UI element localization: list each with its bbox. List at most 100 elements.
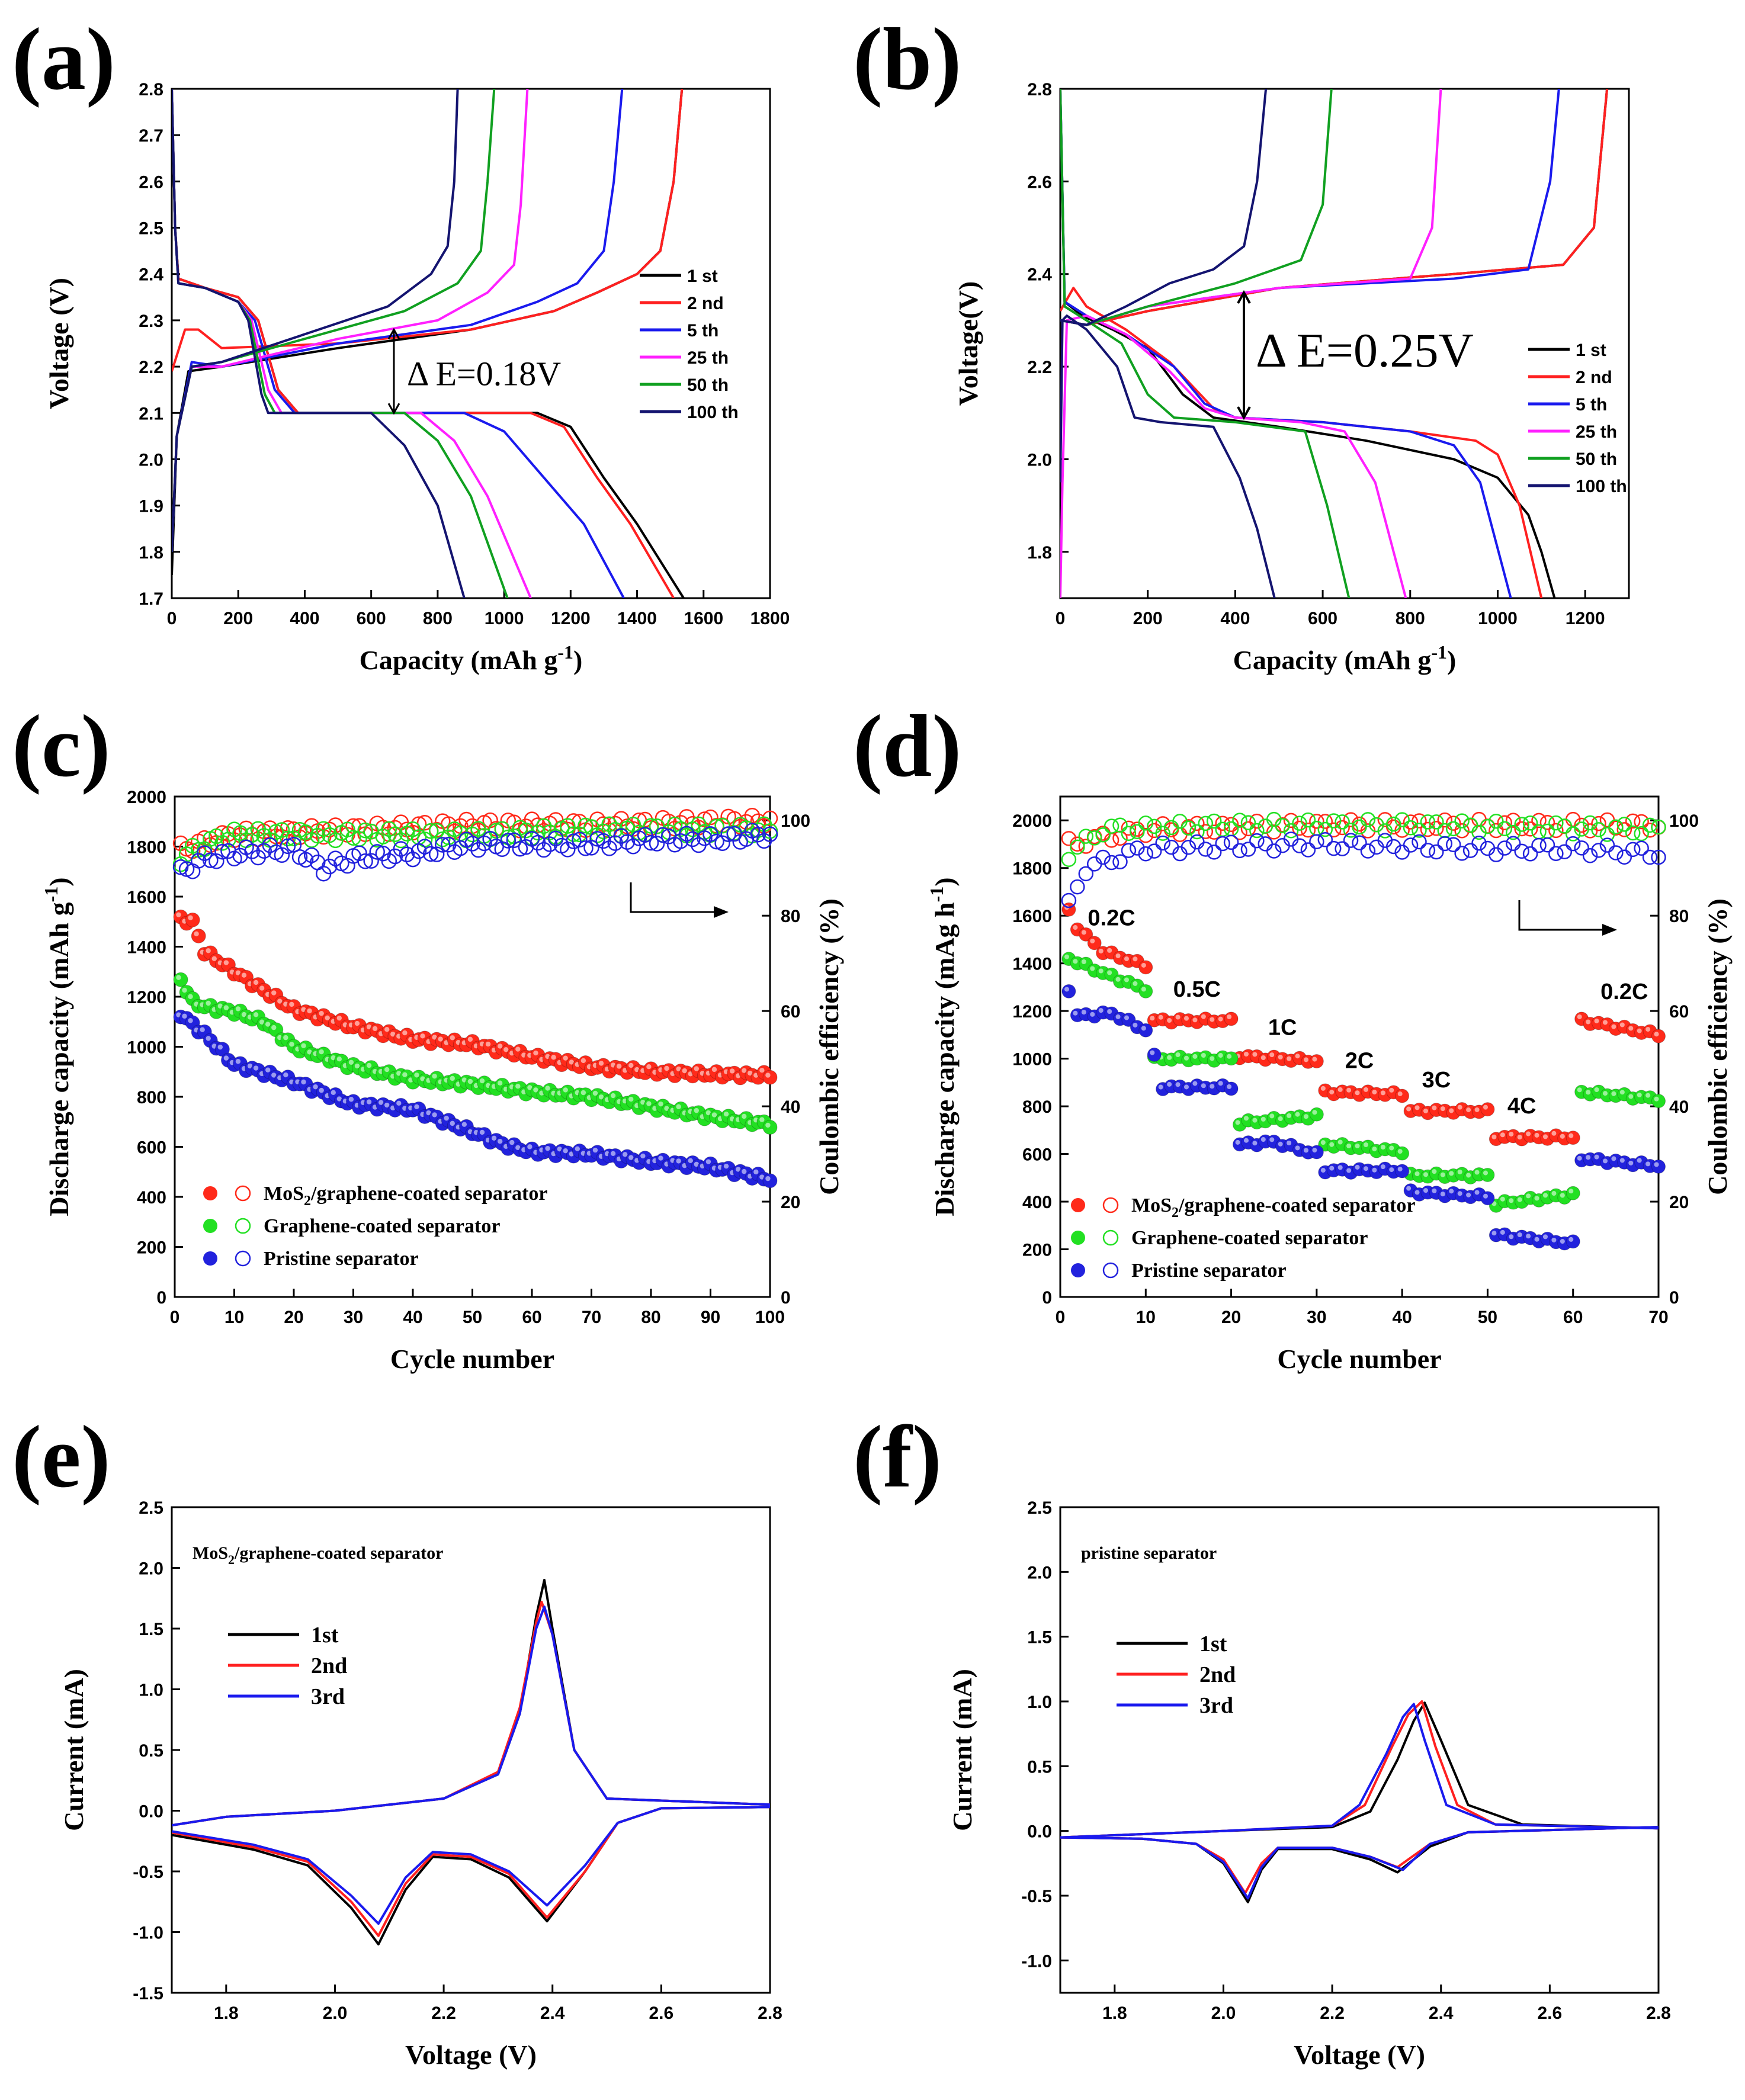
efficiency-point xyxy=(1198,824,1214,839)
capacity-point xyxy=(1138,984,1153,998)
efficiency-point xyxy=(1146,843,1162,859)
point-highlight xyxy=(1611,1091,1616,1096)
point-highlight xyxy=(1252,1118,1258,1123)
efficiency-point xyxy=(607,822,623,838)
point-highlight xyxy=(1124,1015,1130,1020)
point-highlight xyxy=(1542,1234,1548,1240)
y2-tick-label: 40 xyxy=(781,1097,800,1117)
efficiency-point xyxy=(1505,824,1521,840)
efficiency-point xyxy=(1557,844,1573,860)
point-highlight xyxy=(1406,1106,1412,1112)
x-tick-label: 70 xyxy=(582,1308,601,1327)
efficiency-point xyxy=(1522,846,1538,862)
point-highlight xyxy=(194,931,199,937)
point-highlight xyxy=(265,1022,271,1027)
y-tick-label: 1400 xyxy=(127,938,166,958)
point-highlight xyxy=(1192,1017,1198,1023)
point-highlight xyxy=(206,1036,211,1041)
charge-curve-2nd xyxy=(1060,89,1609,326)
point-highlight xyxy=(1175,1014,1181,1020)
efficiency-point xyxy=(578,817,594,834)
efficiency-point xyxy=(339,821,355,837)
point-highlight xyxy=(1560,1193,1565,1198)
point-highlight xyxy=(247,1063,253,1069)
point-highlight xyxy=(694,1161,700,1167)
point-highlight xyxy=(1218,1016,1223,1022)
x-axis-title: Voltage (V) xyxy=(1294,2040,1425,2070)
point-highlight xyxy=(1201,1083,1206,1088)
efficiency-point xyxy=(643,818,659,834)
point-highlight xyxy=(414,1073,419,1078)
efficiency-point xyxy=(1138,846,1154,862)
point-highlight xyxy=(1227,1054,1232,1059)
point-highlight xyxy=(1491,1231,1497,1236)
efficiency-point xyxy=(1275,818,1290,833)
x-tick-label: 2.4 xyxy=(540,2003,565,2023)
charge-curve-5th xyxy=(172,89,624,552)
efficiency-point xyxy=(1651,819,1666,835)
delta-e-annotation: Δ E=0.18V xyxy=(407,354,561,393)
efficiency-point xyxy=(1249,823,1265,839)
x-tick-label: 800 xyxy=(423,609,453,628)
point-highlight xyxy=(1210,1056,1215,1061)
y-tick-label: 1.8 xyxy=(139,543,163,563)
efficiency-point xyxy=(244,827,260,843)
point-highlight xyxy=(283,1035,288,1041)
efficiency-point xyxy=(1634,826,1649,842)
point-highlight xyxy=(1414,1105,1420,1110)
efficiency-point xyxy=(1531,837,1547,853)
efficiency-point xyxy=(1300,842,1316,858)
point-highlight xyxy=(646,1064,652,1070)
point-highlight xyxy=(1534,1237,1539,1242)
x-tick-label: 200 xyxy=(223,609,253,628)
legend-label: Pristine separator xyxy=(264,1248,419,1270)
efficiency-point xyxy=(1557,818,1573,834)
point-highlight xyxy=(1509,1198,1514,1203)
rate-label: 0.2C xyxy=(1600,980,1648,1004)
charge-curve-25th xyxy=(1060,89,1442,326)
capacity-point xyxy=(191,928,206,943)
point-highlight xyxy=(1243,1116,1249,1121)
point-highlight xyxy=(1440,1172,1445,1177)
efficiency-point xyxy=(1651,849,1666,865)
point-highlight xyxy=(438,1036,443,1042)
point-highlight xyxy=(753,1169,759,1175)
x-tick-label: 2.6 xyxy=(649,2003,674,2023)
efficiency-point xyxy=(1360,843,1376,859)
efficiency-point xyxy=(649,836,665,852)
point-highlight xyxy=(765,1073,771,1078)
capacity-point xyxy=(1480,1168,1495,1183)
point-highlight xyxy=(628,1155,634,1160)
point-highlight xyxy=(527,1085,533,1090)
point-highlight xyxy=(1483,1170,1489,1176)
efficiency-point xyxy=(1489,823,1504,839)
efficiency-point xyxy=(1429,814,1444,830)
arrow-head-down xyxy=(387,403,400,415)
point-highlight xyxy=(1500,1229,1505,1235)
point-highlight xyxy=(1534,1196,1539,1201)
point-highlight xyxy=(1346,1168,1352,1173)
efficiency-point xyxy=(613,828,629,845)
point-highlight xyxy=(1611,1024,1616,1029)
point-highlight xyxy=(253,1012,259,1017)
cv-cathodic-3rd xyxy=(172,1806,770,1925)
capacity-point xyxy=(1395,1164,1410,1179)
x-tick-label: 0 xyxy=(167,609,177,628)
point-highlight xyxy=(1141,987,1146,992)
point-highlight xyxy=(289,1042,294,1047)
point-highlight xyxy=(1594,1154,1599,1160)
point-highlight xyxy=(271,1073,277,1078)
efficiency-point xyxy=(1531,813,1547,829)
series-1 xyxy=(172,816,778,1135)
point-highlight xyxy=(467,1078,473,1084)
capacity-point xyxy=(1566,1131,1580,1145)
efficiency-point xyxy=(500,833,517,849)
y-tick-label: 400 xyxy=(137,1188,166,1208)
cv-cathodic-1st xyxy=(172,1806,770,1945)
point-highlight xyxy=(1210,1017,1215,1022)
point-highlight xyxy=(705,1159,711,1164)
point-highlight xyxy=(1551,1191,1557,1196)
y2-tick-label: 20 xyxy=(1669,1193,1689,1212)
point-highlight xyxy=(235,970,241,975)
y-tick-label: 2.2 xyxy=(139,358,163,377)
